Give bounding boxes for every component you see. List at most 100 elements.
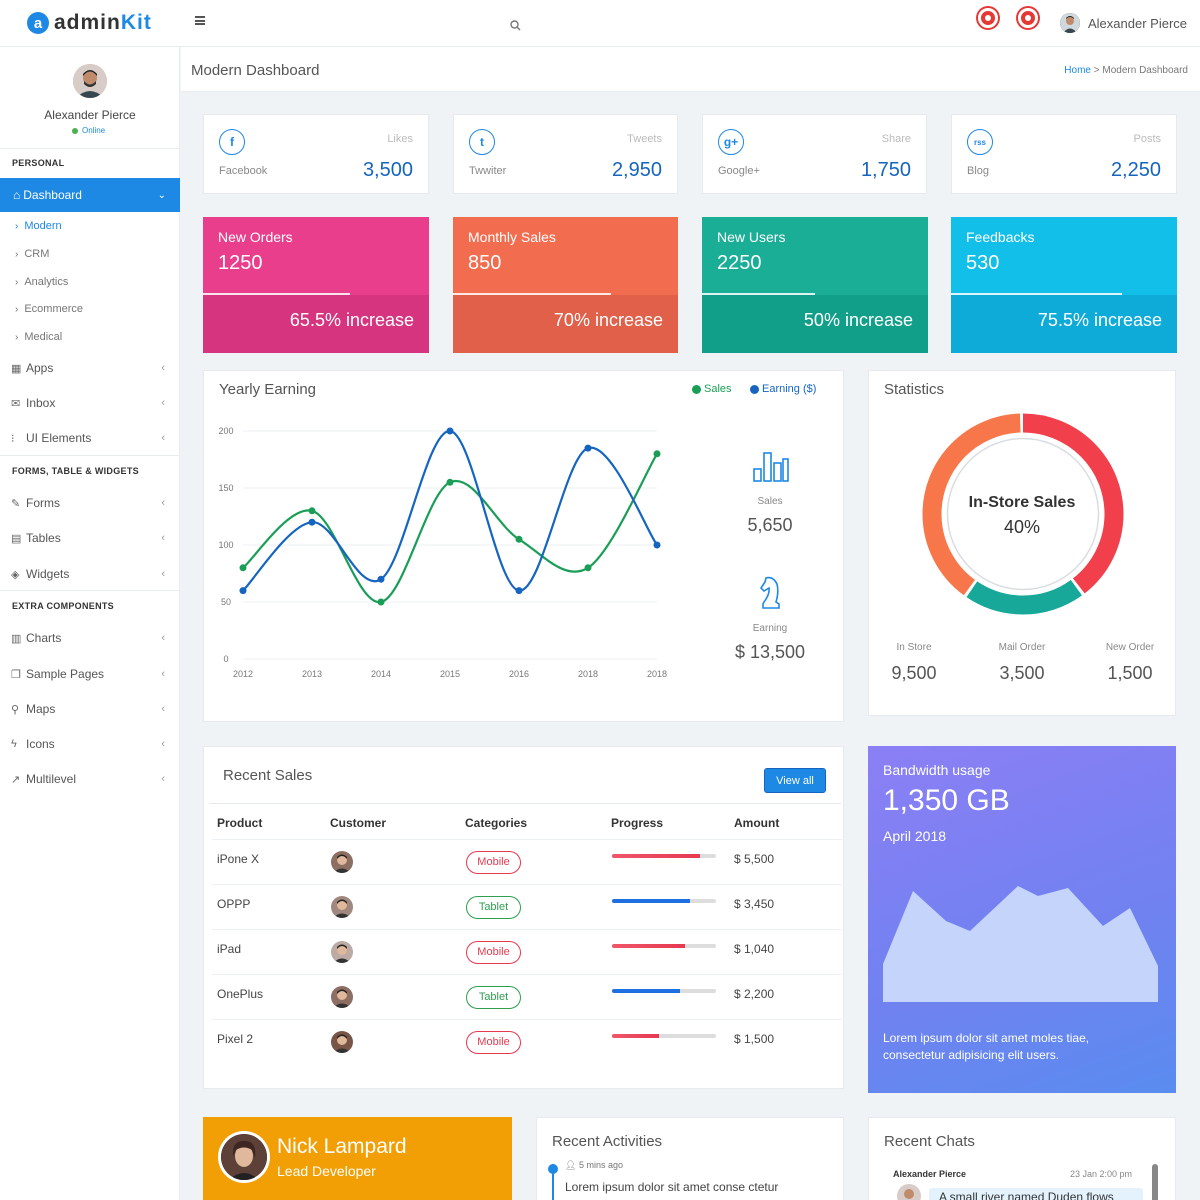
yearly-earning-title: Yearly Earning — [219, 381, 317, 398]
y-tick-label: 50 — [221, 597, 231, 607]
sidebar-item-apps[interactable]: ▦ Apps ‹ — [11, 361, 165, 375]
scrollbar[interactable] — [1152, 1164, 1158, 1200]
column-amount[interactable]: Amount — [734, 816, 780, 830]
donut-slice — [922, 413, 1124, 615]
sidebar-item-ui-elements[interactable]: ⁝ UI Elements ‹ — [11, 431, 165, 445]
sidebar-subitem-medical[interactable]: › Medical — [15, 331, 63, 343]
brackets-icon: ⁝ — [11, 432, 15, 445]
recent-sales-card: Recent Sales View all Product Customer C… — [203, 746, 844, 1089]
view-all-button[interactable]: View all — [764, 768, 826, 793]
bolt-icon: ϟ — [11, 738, 17, 750]
chat-message: A small river named Duden flows — [929, 1188, 1143, 1200]
bandwidth-area-chart — [883, 886, 1158, 1002]
data-point — [515, 535, 523, 543]
table-icon: ▤ — [11, 532, 22, 545]
amount: $ 1,040 — [734, 942, 775, 956]
user-name: Alexander Pierce — [1088, 15, 1187, 31]
sidebar-avatar — [73, 64, 107, 98]
x-tick-label: 2016 — [509, 669, 529, 679]
chevron-left-icon: ‹ — [161, 432, 165, 444]
data-point — [239, 587, 247, 595]
sidebar-item-forms[interactable]: ✎ Forms ‹ — [11, 496, 165, 510]
profile-role: Lead Developer — [277, 1163, 376, 1179]
column-progress[interactable]: Progress — [611, 816, 664, 830]
progress-bar — [453, 293, 611, 295]
x-tick-label: 2018 — [647, 669, 667, 679]
edit-icon: ✎ — [11, 497, 21, 510]
sidebar-subitem-modern[interactable]: › Modern — [15, 220, 62, 232]
sidebar-item-charts[interactable]: ▥ Charts ‹ — [11, 631, 165, 645]
data-point — [653, 450, 661, 458]
column-product[interactable]: Product — [217, 816, 263, 830]
sidebar-item-sample-pages[interactable]: ❐ Sample Pages ‹ — [11, 667, 165, 681]
sales-stat: Sales 5,650 — [747, 496, 793, 535]
category-badge: Tablet — [466, 896, 521, 919]
bandwidth-title: Bandwidth usage — [883, 762, 991, 778]
data-point — [377, 598, 385, 606]
search-icon[interactable] — [510, 18, 521, 36]
sidebar-item-icons[interactable]: ϟ Icons ‹ — [11, 737, 165, 751]
column-customer[interactable]: Customer — [330, 816, 387, 830]
breadcrumb-home[interactable]: Home — [1064, 65, 1091, 76]
progress-bar — [612, 899, 716, 903]
logo[interactable]: a adminKit — [27, 11, 152, 35]
progress-bar — [612, 989, 716, 993]
bell-notification-icon[interactable] — [1018, 8, 1038, 28]
logo-icon: a — [27, 12, 49, 34]
sidebar-item-tables[interactable]: ▤ Tables ‹ — [11, 531, 165, 545]
new-orders-card: New Orders 1250 65.5% increase — [203, 217, 429, 353]
grid-icon: ▦ — [11, 362, 22, 375]
sidebar-item-maps[interactable]: ⚲ Maps ‹ — [11, 702, 165, 716]
data-point — [446, 427, 454, 435]
facebook-icon: f — [219, 129, 245, 155]
sidebar-item-multilevel[interactable]: ↗ Multilevel ‹ — [11, 772, 165, 786]
y-tick-label: 150 — [218, 483, 233, 493]
sidebar-item-inbox[interactable]: ✉ Inbox ‹ — [11, 396, 165, 410]
menu-toggle-icon[interactable] — [195, 16, 205, 25]
table-row[interactable]: OPPP Tablet $ 3,450 — [212, 884, 842, 929]
bandwidth-description: Lorem ipsum dolor sit amet moles tiae, c… — [883, 1031, 1090, 1062]
y-tick-label: 0 — [223, 654, 228, 664]
table-row[interactable]: Pixel 2 Mobile $ 1,500 — [212, 1019, 842, 1064]
data-point — [446, 478, 454, 486]
chevron-left-icon: ‹ — [161, 773, 165, 785]
sidebar-subitem-crm[interactable]: › CRM — [15, 248, 50, 260]
sidebar-item-widgets[interactable]: ◈ Widgets ‹ — [11, 567, 165, 581]
x-tick-label: 2015 — [440, 669, 460, 679]
user-menu[interactable]: Alexander Pierce — [1060, 13, 1187, 33]
legend-earning[interactable]: Earning ($) — [750, 383, 816, 395]
mail-notification-icon[interactable] — [978, 8, 998, 28]
legend-sales[interactable]: Sales — [692, 383, 732, 395]
breadcrumb-current: Modern Dashboard — [1102, 65, 1188, 76]
sidebar-item-dashboard[interactable]: ⌂ Dashboard ⌄ — [0, 178, 180, 212]
chat-sender: Alexander Pierce — [893, 1169, 967, 1179]
earning-stat: Earning $ 13,500 — [734, 623, 806, 662]
section-forms-table-widgets: FORMS, TABLE & WIDGETS — [12, 466, 139, 476]
profile-card: Nick Lampard Lead Developer — [203, 1117, 512, 1200]
chat-date: 23 Jan 2:00 pm — [1070, 1169, 1133, 1179]
sidebar-subitem-analytics[interactable]: › Analytics — [15, 276, 69, 288]
data-point — [308, 518, 316, 526]
product-name: OPPP — [217, 897, 251, 911]
table-row[interactable]: iPad Mobile $ 1,040 — [212, 929, 842, 974]
sidebar-user-name: Alexander Pierce — [44, 108, 136, 122]
table-row[interactable]: iPone X Mobile $ 5,500 — [212, 839, 842, 884]
recent-activities-title: Recent Activities — [552, 1133, 663, 1150]
profile-avatar — [218, 1131, 270, 1183]
y-tick-label: 200 — [218, 426, 233, 436]
online-status: Online — [72, 126, 105, 135]
line-chart: 0 50 100 150 200 2012 2013 2014 2015 2016 2018 2018 — [218, 426, 667, 679]
activity-text: Lorem ipsum dolor sit amet conse ctetur — [565, 1180, 779, 1194]
table-row[interactable]: OnePlus Tablet $ 2,200 — [212, 974, 842, 1019]
column-categories[interactable]: Categories — [465, 816, 528, 830]
data-point — [377, 575, 385, 583]
x-tick-label: 2013 — [302, 669, 322, 679]
progress-bar — [951, 293, 1122, 295]
chevron-left-icon: ‹ — [161, 703, 165, 715]
x-tick-label: 2018 — [578, 669, 598, 679]
copy-icon: ❐ — [11, 668, 21, 681]
sidebar-subitem-ecommerce[interactable]: › Ecommerce — [15, 303, 84, 315]
chevron-left-icon: ‹ — [161, 668, 165, 680]
google-plus-card: g+ Share Google+ 1,750 — [702, 114, 927, 194]
customer-avatar — [331, 1031, 353, 1053]
